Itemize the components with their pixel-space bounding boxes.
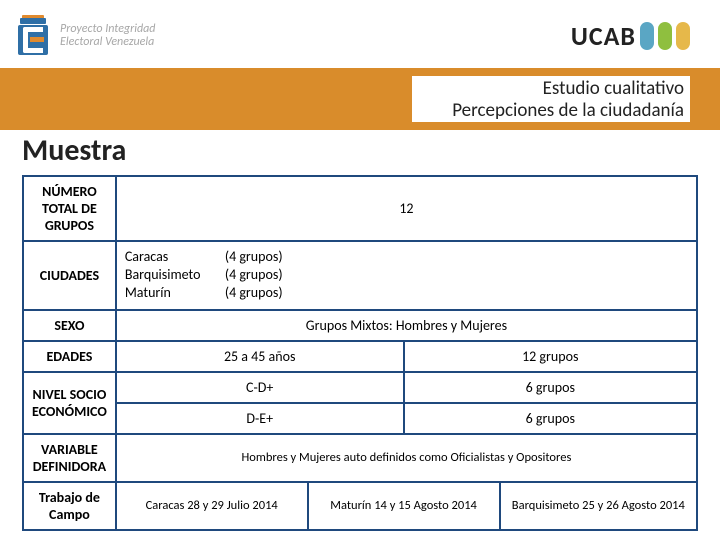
sample-table-wrap: NÚMERO TOTAL DE GRUPOS 12 CIUDADES Carac… (0, 175, 720, 531)
table-row: CIUDADES Caracas(4 grupos) Barquisimeto(… (23, 241, 697, 310)
logo-right: UCAB (571, 20, 690, 52)
city-name: Maturín (125, 284, 225, 302)
total-groups-value: 12 (116, 176, 697, 241)
logo-left-line2: Electoral Venezuela (60, 36, 155, 49)
fieldwork-cell: Maturín 14 y 15 Agosto 2014 (308, 482, 500, 530)
ucab-text: UCAB (571, 20, 636, 52)
table-row: NIVEL SOCIO ECONÓMICO C-D+ 6 grupos (23, 372, 697, 403)
table-row: VARIABLE DEFINIDORA Hombres y Mujeres au… (23, 434, 697, 482)
ages-groups: 12 grupos (404, 341, 697, 372)
title-box: Estudio cualitativo Percepciones de la c… (412, 76, 690, 122)
table-row: Trabajo de Campo Caracas 28 y 29 Julio 2… (23, 482, 697, 530)
logo-left-text: Proyecto Integridad Electoral Venezuela (60, 23, 155, 48)
title-line-2: Percepciones de la ciudadanía (452, 100, 684, 122)
ucab-leaf-icon (640, 22, 654, 50)
header: Proyecto Integridad Electoral Venezuela … (0, 0, 720, 68)
ages-range: 25 a 45 años (116, 341, 404, 372)
section-heading: Muestra (0, 130, 720, 175)
city-groups: (4 grupos) (225, 266, 283, 284)
defining-value: Hombres y Mujeres auto definidos como Of… (116, 434, 697, 482)
ucab-leaf-icon (676, 22, 690, 50)
ses-code: C-D+ (116, 372, 404, 403)
row-label-total-groups: NÚMERO TOTAL DE GRUPOS (23, 176, 116, 241)
ses-groups: 6 grupos (404, 403, 697, 434)
city-name: Barquisimeto (125, 266, 225, 284)
row-label-ses: NIVEL SOCIO ECONÓMICO (23, 372, 116, 434)
row-label-cities: CIUDADES (23, 241, 116, 310)
cities-cell: Caracas(4 grupos) Barquisimeto(4 grupos)… (116, 241, 697, 310)
title-line-1: Estudio cualitativo (452, 78, 684, 100)
row-label-defining: VARIABLE DEFINIDORA (23, 434, 116, 482)
ses-groups: 6 grupos (404, 372, 697, 403)
fieldwork-cell: Caracas 28 y 29 Julio 2014 (116, 482, 308, 530)
ucab-leaf-icon (658, 22, 672, 50)
row-label-ages: EDADES (23, 341, 116, 372)
fieldwork-cell: Barquisimeto 25 y 26 Agosto 2014 (500, 482, 697, 530)
table-row: SEXO Grupos Mixtos: Hombres y Mujeres (23, 310, 697, 341)
ses-code: D-E+ (116, 403, 404, 434)
table-row: EDADES 25 a 45 años 12 grupos (23, 341, 697, 372)
city-groups: (4 grupos) (225, 284, 283, 302)
logo-left: Proyecto Integridad Electoral Venezuela (18, 15, 155, 57)
row-label-sex: SEXO (23, 310, 116, 341)
sample-table: NÚMERO TOTAL DE GRUPOS 12 CIUDADES Carac… (22, 175, 698, 531)
piev-logo-icon (18, 15, 52, 57)
table-row: NÚMERO TOTAL DE GRUPOS 12 (23, 176, 697, 241)
city-name: Caracas (125, 248, 225, 266)
sex-value: Grupos Mixtos: Hombres y Mujeres (116, 310, 697, 341)
row-label-fieldwork: Trabajo de Campo (23, 482, 116, 530)
title-band: Estudio cualitativo Percepciones de la c… (0, 68, 720, 130)
table-row: D-E+ 6 grupos (23, 403, 697, 434)
city-groups: (4 grupos) (225, 248, 283, 266)
